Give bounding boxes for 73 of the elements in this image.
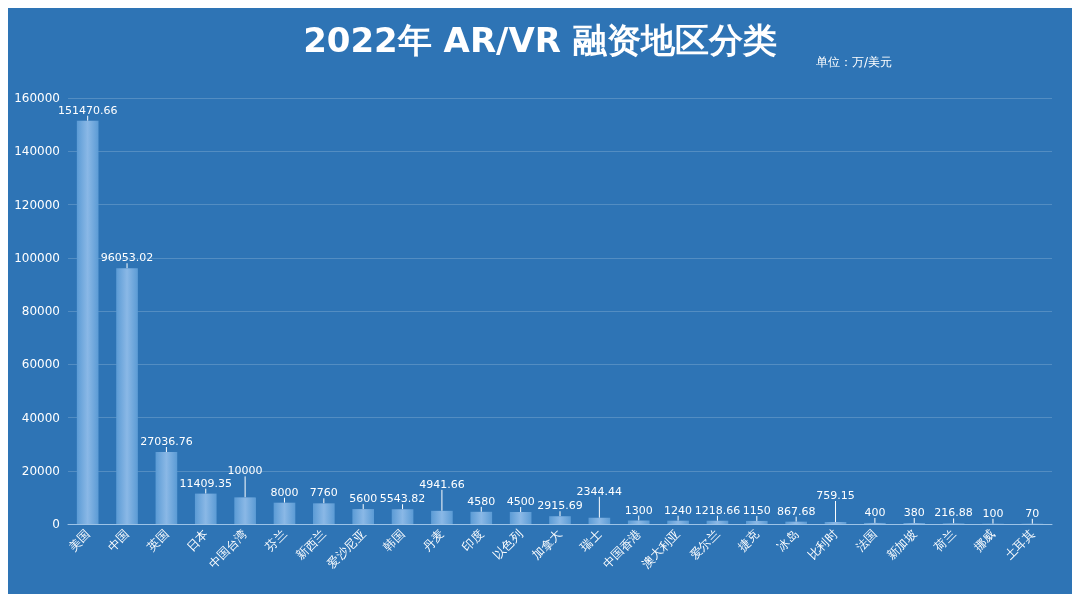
data-label: 1218.66 [694, 503, 741, 517]
y-tick-label: 60000 [21, 357, 60, 372]
data-label: 11409.35 [179, 476, 233, 490]
x-tick-label: 韩国 [380, 527, 408, 554]
y-tick-label: 100000 [14, 250, 60, 265]
data-label: 380 [903, 505, 925, 519]
bar [470, 511, 493, 524]
data-label: 867.68 [776, 504, 816, 518]
x-tick-label: 荷兰 [931, 527, 959, 554]
x-tick-label: 冰岛 [774, 527, 802, 554]
data-label: 10000 [227, 464, 263, 478]
data-label: 1300 [624, 503, 653, 517]
bar [824, 521, 847, 524]
bar [76, 120, 99, 524]
x-tick-label: 印度 [459, 527, 487, 554]
y-tick-label: 40000 [21, 410, 60, 425]
data-label: 7760 [309, 486, 338, 500]
x-tick-label: 比利时 [805, 527, 841, 563]
x-tick-label: 丹麦 [420, 527, 447, 554]
data-label: 400 [864, 505, 886, 519]
y-tick-label: 80000 [21, 304, 60, 318]
bar [194, 493, 217, 524]
bar [155, 452, 178, 524]
x-tick-label: 新加坡 [883, 527, 920, 563]
data-label: 4941.66 [419, 477, 465, 491]
x-tick-label: 挪威 [971, 527, 998, 554]
x-tick-label: 中国 [105, 527, 132, 554]
data-label: 4500 [506, 495, 535, 509]
data-label: 4580 [467, 494, 496, 508]
y-tick-label: 120000 [14, 197, 60, 212]
x-tick-label: 加拿大 [529, 527, 565, 563]
bar [313, 503, 335, 524]
x-tick-label: 以色列 [490, 527, 526, 563]
bar [745, 520, 768, 524]
data-label: 2344.44 [576, 484, 623, 498]
bar [352, 509, 375, 524]
data-label: 96053.02 [100, 251, 154, 265]
bar [588, 517, 611, 524]
y-tick-label: 0 [52, 517, 60, 531]
x-tick-label: 美国 [65, 527, 93, 554]
data-label: 8000 [270, 485, 299, 499]
data-label: 1240 [664, 503, 693, 517]
data-label: 759.15 [816, 488, 855, 502]
data-label: 216.88 [934, 506, 973, 520]
y-tick-label: 20000 [21, 463, 60, 478]
data-label: 27036.76 [140, 435, 193, 449]
bar [667, 520, 689, 524]
x-tick-label: 法国 [852, 527, 880, 554]
data-label: 2915.69 [537, 499, 583, 513]
y-tick-label: 160000 [14, 91, 60, 105]
data-label: 70 [1025, 506, 1040, 520]
text: 单位：万/美元 [815, 55, 892, 69]
x-tick-label: 土耳其 [1001, 527, 1038, 563]
x-tick-label: 英国 [144, 527, 172, 554]
bar [273, 502, 296, 524]
data-label: 1150 [742, 503, 771, 517]
bar [509, 512, 532, 524]
bar [391, 509, 414, 524]
data-label: 5543.82 [379, 492, 426, 506]
bar [234, 497, 256, 524]
data-label: 5600 [349, 492, 378, 506]
bar [116, 268, 138, 524]
x-tick-label: 爱尔兰 [687, 527, 723, 563]
y-tick-label: 140000 [14, 144, 60, 159]
x-tick-label: 芬兰 [262, 527, 290, 554]
chart-title: 2022年 AR/VR 融资地区分类 [303, 20, 777, 60]
x-tick-label: 瑞士 [577, 527, 605, 554]
bar [431, 510, 453, 524]
bar [706, 520, 729, 524]
data-label: 151470.66 [57, 103, 118, 117]
bar [549, 516, 571, 524]
x-tick-label: 捷克 [734, 527, 762, 554]
data-label: 100 [982, 506, 1004, 520]
